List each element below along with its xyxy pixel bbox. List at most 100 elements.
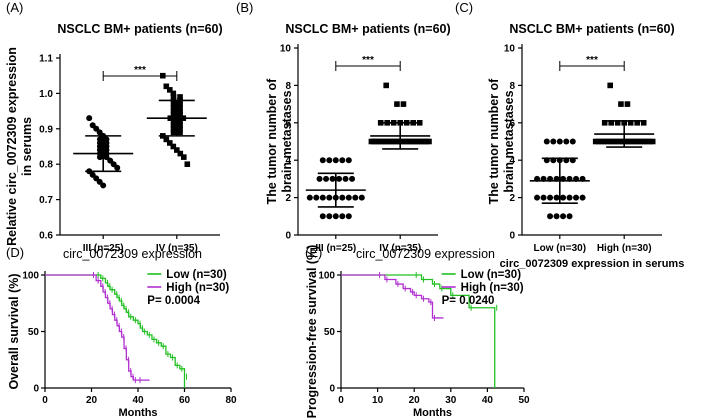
data-point [643, 138, 650, 145]
y-tick-label: 0 [285, 231, 291, 242]
y-tick-label: 50 [324, 327, 336, 338]
x-tick-label: 0 [338, 395, 344, 406]
data-point [349, 175, 356, 182]
data-point [416, 120, 423, 126]
survival-curve-low [341, 274, 496, 388]
data-point [553, 213, 560, 220]
scatter-panel-2: (B) NSCLC BM+ patients (n=60) The tumor nu… [236, 0, 451, 254]
data-point [573, 194, 580, 201]
data-point [352, 194, 359, 201]
data-point [613, 138, 620, 145]
p-value-label: P= 0.0240 [442, 295, 495, 307]
data-point [177, 104, 183, 111]
y-tick-label: 0 [33, 384, 39, 395]
data-point [640, 120, 647, 126]
data-point [556, 138, 563, 145]
data-point [170, 126, 177, 132]
data-point [167, 140, 173, 146]
chart-title: NSCLC BM+ patients (n=60) [509, 22, 674, 36]
data-point [345, 194, 352, 201]
data-point [174, 147, 180, 153]
significance-label: *** [362, 55, 374, 66]
data-point [649, 138, 656, 145]
x-tick-label: 0 [42, 395, 48, 406]
x-tick-label: 80 [225, 395, 237, 406]
data-point [377, 120, 384, 126]
data-point [177, 101, 183, 107]
data-point [560, 213, 567, 220]
chart-title: circ_0072309 expression [63, 247, 202, 261]
data-point [170, 143, 177, 150]
data-point [394, 101, 400, 107]
data-point [336, 175, 343, 182]
chart-title: circ_0072309 expression [356, 247, 495, 261]
data-point [326, 157, 333, 164]
y-axis-title: Relative circ_0072309 expression [5, 47, 19, 246]
data-point [604, 138, 611, 145]
data-point [543, 138, 550, 145]
data-point [329, 175, 336, 182]
x-tick-label: 40 [132, 395, 144, 406]
km-panel-1: (D) circ_0072309 expression Overall surviv… [6, 245, 237, 418]
data-point [339, 194, 346, 201]
x-tick-label: III (n=25) [315, 243, 356, 254]
data-point [601, 138, 608, 145]
data-point [326, 194, 333, 201]
y-tick-label: 0.8 [39, 160, 53, 171]
panel-label: (C) [455, 0, 473, 15]
data-point [592, 138, 599, 145]
x-tick-label: IV (n=35) [379, 243, 421, 254]
x-axis-title: Months [118, 407, 157, 418]
data-point [534, 194, 541, 201]
x-tick-label: High (n=30) [597, 243, 652, 254]
data-point [170, 122, 177, 129]
data-point [181, 154, 187, 160]
data-point [550, 138, 557, 145]
y-axis-title: Progression-free survival (%) [305, 245, 319, 418]
data-point [610, 138, 617, 145]
data-point [332, 213, 339, 220]
y-tick-label: 6 [285, 118, 291, 129]
data-point [547, 213, 554, 220]
chart-title: NSCLC BM+ patients (n=60) [285, 22, 450, 36]
data-point [177, 94, 183, 100]
data-point [601, 120, 608, 126]
panel-label: (D) [6, 245, 24, 260]
survival-curve-low [45, 274, 186, 388]
data-point [345, 157, 352, 164]
data-point [177, 108, 183, 114]
data-point [177, 118, 183, 125]
y-tick-label: 10 [280, 44, 292, 55]
y-tick-label: 2 [285, 193, 291, 204]
data-point [86, 115, 93, 122]
x-axis-title: circ_0072309 expression in serums [500, 258, 685, 270]
data-point [547, 194, 554, 201]
data-point [316, 175, 323, 182]
data-point [383, 82, 389, 89]
x-axis-title: Months [413, 407, 452, 418]
data-point [319, 157, 326, 164]
y-tick-label: 0 [509, 231, 515, 242]
x-tick-label: 30 [445, 395, 457, 406]
y-axis-title: in serums [20, 117, 34, 176]
data-point [579, 194, 586, 201]
data-point [170, 129, 177, 136]
data-point [614, 120, 621, 126]
data-point [100, 182, 107, 189]
data-point [103, 139, 110, 146]
y-tick-label: 10 [504, 44, 516, 55]
data-point [177, 126, 183, 132]
data-point [616, 138, 623, 145]
data-point [634, 138, 641, 145]
panel-label: (A) [6, 0, 23, 15]
data-point [646, 138, 653, 145]
data-point [326, 213, 333, 220]
data-point [170, 90, 177, 97]
legend-label: High (n=30) [166, 282, 229, 294]
y-axis-title: The tumor number of [487, 78, 501, 205]
data-point [608, 120, 614, 126]
data-point [96, 154, 103, 161]
y-axis-title: The tumor number of [265, 78, 279, 205]
y-axis-title: Overall survival (%) [7, 273, 21, 389]
y-tick-label: 0.7 [39, 195, 53, 206]
